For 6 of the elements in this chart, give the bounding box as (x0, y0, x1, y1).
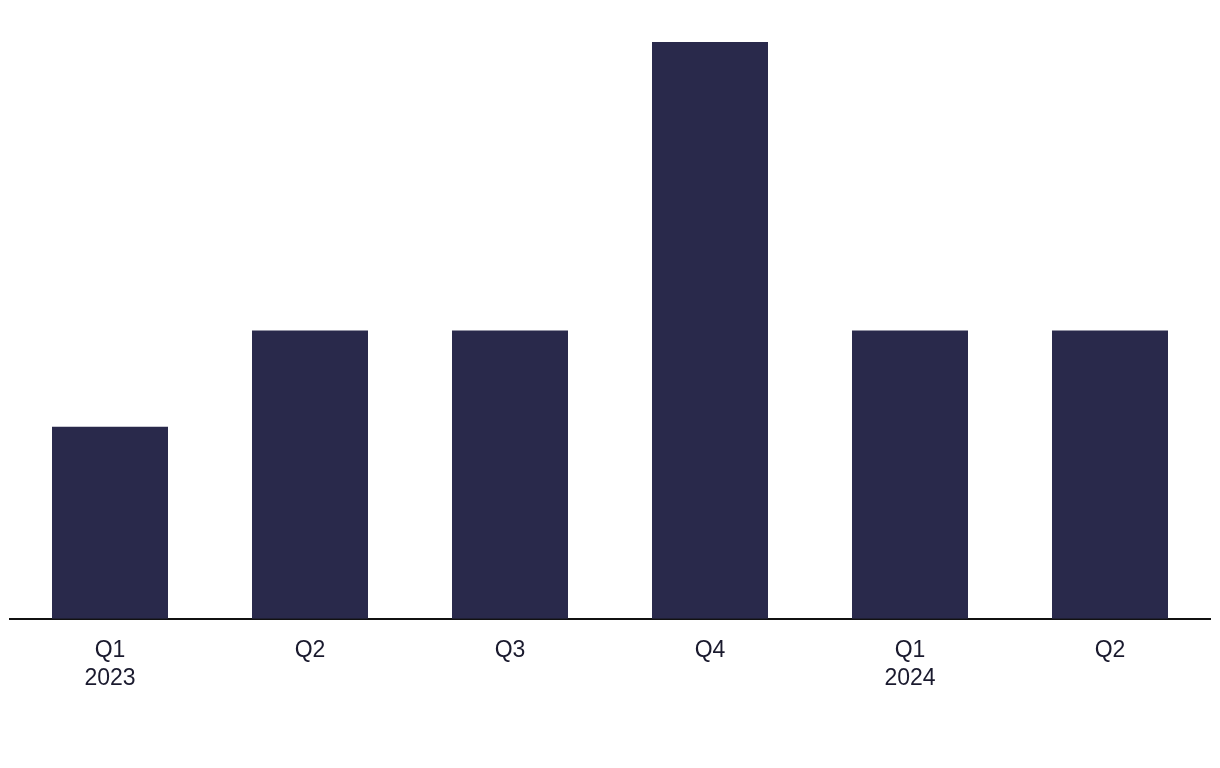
x-tick-label: Q1 2023 (84, 635, 136, 690)
x-tick-label: Q2 (1094, 635, 1126, 662)
x-tick-label: Q2 (294, 635, 326, 662)
x-tick-label: Q1 2024 (884, 635, 936, 690)
x-tick-label: Q4 (694, 635, 726, 662)
x-tick-label: Q3 (494, 635, 526, 662)
